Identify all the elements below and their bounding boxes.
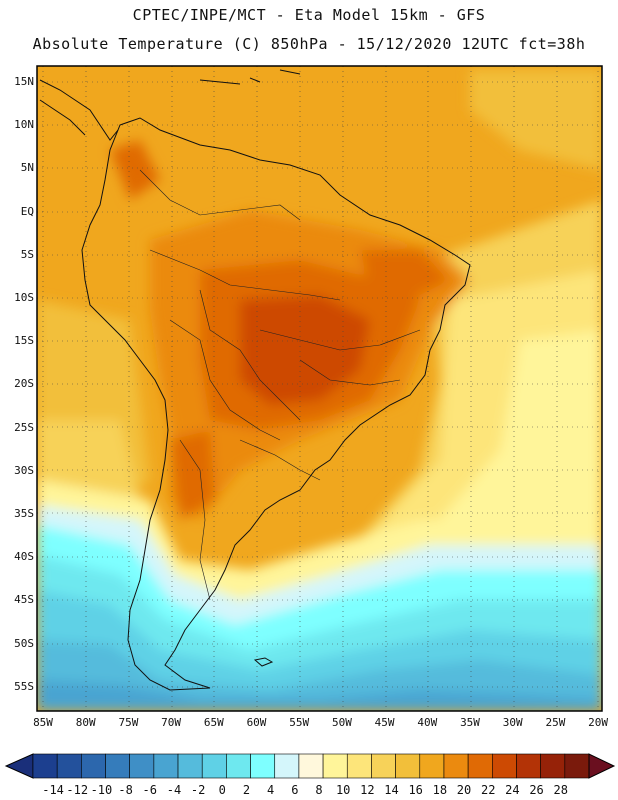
colorbar-swatch — [153, 753, 179, 779]
lat-label: 55S — [14, 679, 34, 693]
colorbar-swatch — [81, 753, 106, 779]
colorbar-label: 6 — [291, 783, 299, 797]
colorbar-low-arrow — [4, 753, 34, 779]
lat-label: 5N — [20, 161, 34, 175]
map-frame — [36, 65, 603, 712]
colorbar-swatch — [346, 753, 372, 779]
colorbar-swatch — [201, 753, 227, 779]
colorbar-swatch — [274, 753, 300, 779]
colorbar-high-arrow — [588, 753, 616, 779]
colorbar-label: 24 — [505, 783, 520, 797]
colorbar — [4, 753, 616, 779]
lat-label: 10N — [14, 118, 34, 132]
colorbar-label: 2 — [242, 783, 251, 797]
colorbar-label: 4 — [267, 783, 275, 797]
lon-label: 85W — [33, 716, 53, 729]
colorbar-label: 26 — [529, 783, 544, 797]
political-borders — [139, 169, 421, 601]
lon-label: 55W — [289, 716, 310, 729]
lat-label: 5S — [20, 247, 34, 261]
colorbar-swatch — [250, 753, 276, 779]
colorbar-swatch — [177, 753, 203, 779]
map-subtitle: Absolute Temperature (C) 850hPa - 15/12/… — [32, 35, 586, 53]
lat-label: EQ — [20, 204, 34, 218]
colorbar-label: 28 — [553, 783, 568, 797]
colorbar-label: 10 — [335, 783, 351, 797]
colorbar-label: -2 — [190, 783, 206, 797]
colorbar-label: -4 — [166, 783, 182, 797]
gridlines — [37, 66, 602, 711]
colorbar-label: 16 — [408, 783, 423, 797]
colorbar-label: 22 — [480, 783, 496, 797]
colorbar-label: -12 — [66, 783, 89, 797]
lon-label: 75W — [118, 716, 139, 729]
temperature-field — [37, 66, 602, 711]
lon-label: 65W — [203, 716, 224, 729]
colorbar-swatch — [226, 753, 251, 779]
lat-label: 15N — [14, 75, 34, 88]
lon-label: 35W — [460, 716, 480, 729]
colorbar-label: 8 — [315, 783, 323, 797]
colorbar-swatch — [298, 753, 324, 779]
colorbar-swatch — [564, 753, 590, 779]
falkland-islands — [253, 657, 274, 667]
colorbar-swatch — [32, 753, 58, 779]
lat-label: 35S — [14, 507, 34, 520]
lon-label: 60W — [246, 716, 267, 729]
map-title: CPTEC/INPE/MCT - Eta Model 15km - GFS — [132, 6, 486, 24]
colorbar-swatch — [516, 753, 541, 779]
lat-label: 25S — [14, 420, 34, 434]
lat-label: 45S — [14, 593, 34, 607]
lat-label: 15S — [14, 334, 34, 348]
colorbar-swatch — [56, 753, 82, 779]
colorbar-swatch — [129, 753, 155, 779]
lat-label: 20S — [14, 377, 34, 391]
colorbar-label: 20 — [456, 783, 472, 797]
south-america-outline — [81, 117, 471, 691]
colorbar-swatch — [443, 753, 469, 779]
colorbar-label: -14 — [42, 783, 64, 797]
lat-label: 30S — [14, 463, 34, 477]
lat-label: 40S — [14, 550, 34, 564]
lon-label: 40W — [417, 716, 438, 729]
colorbar-label: -10 — [90, 783, 113, 797]
lat-label: 10S — [14, 291, 34, 304]
colorbar-swatch — [371, 753, 396, 779]
lon-label: 80W — [75, 716, 96, 729]
colorbar-swatch — [467, 753, 493, 779]
lon-label: 70W — [161, 716, 182, 729]
colorbar-swatch — [322, 753, 348, 779]
lon-label: 30W — [502, 716, 523, 729]
colorbar-swatch — [492, 753, 517, 779]
colorbar-label: -6 — [142, 783, 157, 797]
temperature-map — [36, 65, 603, 712]
lat-label: 50S — [14, 636, 34, 650]
colorbar-swatch — [419, 753, 445, 779]
colorbar-label: -8 — [118, 783, 133, 797]
colorbar-label: 12 — [360, 783, 375, 797]
colorbar-swatch — [395, 753, 421, 779]
lon-label: 25W — [545, 716, 566, 729]
colorbar-label: 0 — [218, 783, 226, 797]
lon-label: 45W — [374, 716, 395, 729]
caribbean-islands — [199, 69, 301, 85]
colorbar-swatch — [540, 753, 566, 779]
central-america-outline — [39, 79, 119, 141]
colorbar-label: 18 — [432, 783, 448, 797]
coastlines — [39, 69, 471, 691]
lon-label: 50W — [331, 716, 352, 729]
colorbar-swatch — [105, 753, 130, 779]
lon-label: 20W — [588, 716, 609, 729]
colorbar-label: 14 — [384, 783, 399, 797]
